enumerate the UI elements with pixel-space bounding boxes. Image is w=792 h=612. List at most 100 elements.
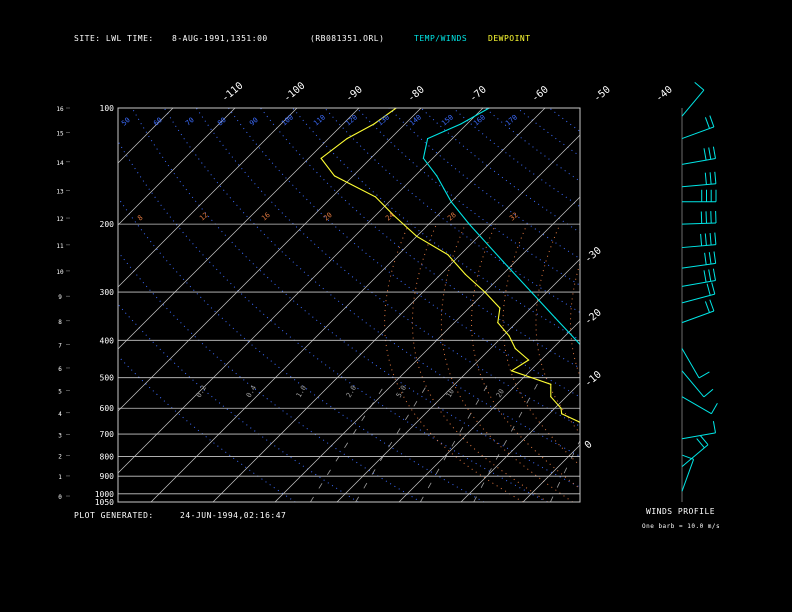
dry-adiabat-label: 110 <box>312 113 327 127</box>
isotherm-line <box>460 382 580 502</box>
dry-adiabat-label: 70 <box>184 116 196 128</box>
dewpoint-line-point <box>673 500 674 501</box>
height-label: 11 <box>56 243 64 250</box>
isotherm-line <box>585 108 792 502</box>
dry-adiabat-line <box>646 108 792 502</box>
dry-adiabat-line <box>581 108 792 502</box>
temperature-line-point <box>649 434 650 435</box>
height-label: 3 <box>58 432 62 439</box>
moist-adiabat-line <box>535 223 580 435</box>
isotherm-line <box>150 108 546 502</box>
isotherm-top-label: -40 <box>654 84 675 104</box>
dewpoint-line-point <box>393 215 395 217</box>
wind-barb-flag <box>694 82 705 91</box>
wind-barb-flag <box>704 172 707 185</box>
isotherm-line <box>118 108 484 474</box>
dewpoint-line-point <box>578 421 580 423</box>
dewpoint-line-point <box>561 413 563 415</box>
isotherm-line <box>709 108 792 502</box>
dry-adiabat-line <box>324 108 580 314</box>
dry-adiabat-line <box>678 108 792 502</box>
wind-barb-staff <box>681 370 705 398</box>
wind-barb-staff <box>681 262 716 269</box>
temperature-line-point <box>450 201 452 203</box>
moist-adiabat-label: 20 <box>322 211 334 223</box>
isotherm-right-label: -20 <box>583 307 604 327</box>
height-label: 7 <box>58 343 62 350</box>
mixing-ratio-line <box>420 380 491 502</box>
wind-barb-flag <box>713 251 717 264</box>
wind-barb-staff <box>681 158 716 165</box>
plot-generated-label: PLOT GENERATED: <box>74 511 154 520</box>
dry-adiabat-label: 100 <box>280 113 295 127</box>
dry-adiabat-label: 130 <box>376 113 391 127</box>
isotherm-line <box>118 108 174 164</box>
dewpoint-line-point <box>508 335 510 337</box>
mixing-ratio-line <box>550 439 580 502</box>
dry-adiabat-line <box>420 108 580 234</box>
height-label: 4 <box>58 411 62 418</box>
wind-barb-staff <box>681 310 715 324</box>
dewpoint-line-point <box>651 476 652 477</box>
mixing-ratio-line <box>355 380 430 502</box>
height-label: 15 <box>56 130 64 137</box>
wind-barb-flag <box>714 232 717 245</box>
dewpoint-line-point <box>499 307 501 309</box>
moist-adiabat-line <box>607 224 697 502</box>
temperature-line-point <box>593 359 594 360</box>
dewpoint-line-point <box>511 370 513 372</box>
plot-generated-date: 24-JUN-1994,02:16:47 <box>180 511 287 520</box>
dewpoint-line-point <box>600 434 601 435</box>
pressure-label: 700 <box>100 430 115 439</box>
temperature-line-point <box>656 445 657 446</box>
isotherm-line <box>274 196 580 502</box>
pressure-label: 200 <box>100 220 115 229</box>
mixing-ratio-line <box>473 380 540 502</box>
dry-adiabat-line <box>118 250 422 502</box>
wind-barb-staff <box>681 293 715 304</box>
temperature-line-point <box>632 408 633 409</box>
isobar-grid <box>118 107 580 495</box>
isotherm-line <box>647 108 792 502</box>
dry-adiabat-line <box>484 108 580 182</box>
dewpoint-line-point <box>333 175 336 177</box>
isotherm-top-label: -100 <box>282 80 308 104</box>
temperature-line-point <box>554 317 556 319</box>
isotherm-line <box>0 108 49 502</box>
moist-adiabat-label: 24 <box>384 211 396 223</box>
wind-barb-flag <box>704 117 710 129</box>
isotherm-top-label: -110 <box>220 80 246 104</box>
dewpoint-line-point <box>620 447 621 448</box>
isotherm-line <box>118 108 236 226</box>
isotherm-line <box>118 108 298 288</box>
dry-adiabat-line <box>452 108 580 208</box>
wind-barb-flag <box>704 252 707 265</box>
wind-barb-flag <box>712 146 716 159</box>
wind-barb-flag <box>712 268 716 281</box>
pressure-label: 900 <box>100 472 115 481</box>
temperature-line-point <box>675 476 676 477</box>
wind-barb-staff <box>681 459 695 492</box>
dewpoint-line-point <box>528 359 530 361</box>
height-label: 9 <box>58 294 62 301</box>
isotherm-right-label: -30 <box>583 245 604 265</box>
height-label: 16 <box>56 106 64 113</box>
temperature-line-point <box>710 500 711 501</box>
isotherm-line <box>212 134 580 502</box>
dewpoint-line-point <box>550 383 552 385</box>
dry-adiabat-line <box>516 108 580 157</box>
temperature-line-point <box>575 339 577 341</box>
mixing-ratio-label: 0.2 <box>195 384 208 399</box>
isotherm-line <box>771 108 792 502</box>
height-label: 2 <box>58 453 62 460</box>
temperature-line-point <box>695 493 696 494</box>
isotherm-line <box>118 108 360 350</box>
isotherm-line <box>118 108 422 412</box>
pressure-label: 600 <box>100 404 115 413</box>
dry-adiabat-label: 120 <box>344 113 359 127</box>
moist-adiabat-label: 28 <box>446 211 458 223</box>
wind-barb-staff <box>681 348 700 379</box>
moist-adiabat-label: 16 <box>260 211 272 223</box>
moist-adiabat-line <box>411 223 549 502</box>
dry-adiabat-label: 60 <box>152 116 164 128</box>
